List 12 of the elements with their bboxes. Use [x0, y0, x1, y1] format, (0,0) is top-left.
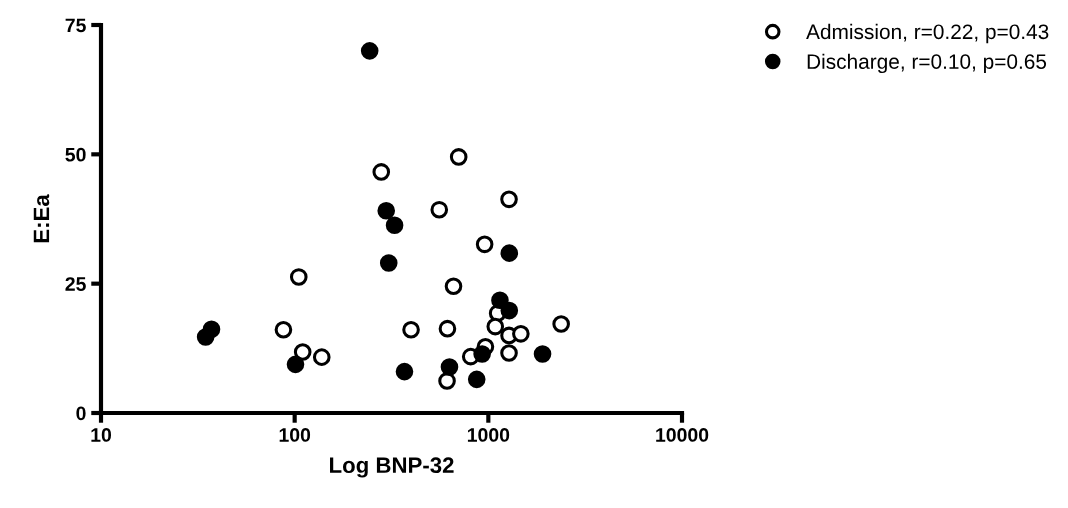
y-axis-title: E:Ea	[33, 194, 50, 243]
x-tick-label: 1000	[467, 428, 510, 442]
y-tick-label: 25	[65, 277, 86, 291]
x-axis-title: Log BNP-32	[330, 457, 454, 478]
y-tick-label: 75	[65, 18, 86, 33]
y-tick-label: 0	[76, 406, 86, 421]
legend-label: Admission, r=0.22, p=0.43	[806, 23, 1049, 44]
x-tick-label: 10000	[656, 428, 709, 442]
x-tick-label: 100	[279, 428, 311, 442]
legend-label: Discharge, r=0.10, p=0.65	[807, 53, 1047, 74]
x-tick-label: 10	[91, 428, 112, 442]
y-tick-label: 50	[65, 147, 86, 162]
